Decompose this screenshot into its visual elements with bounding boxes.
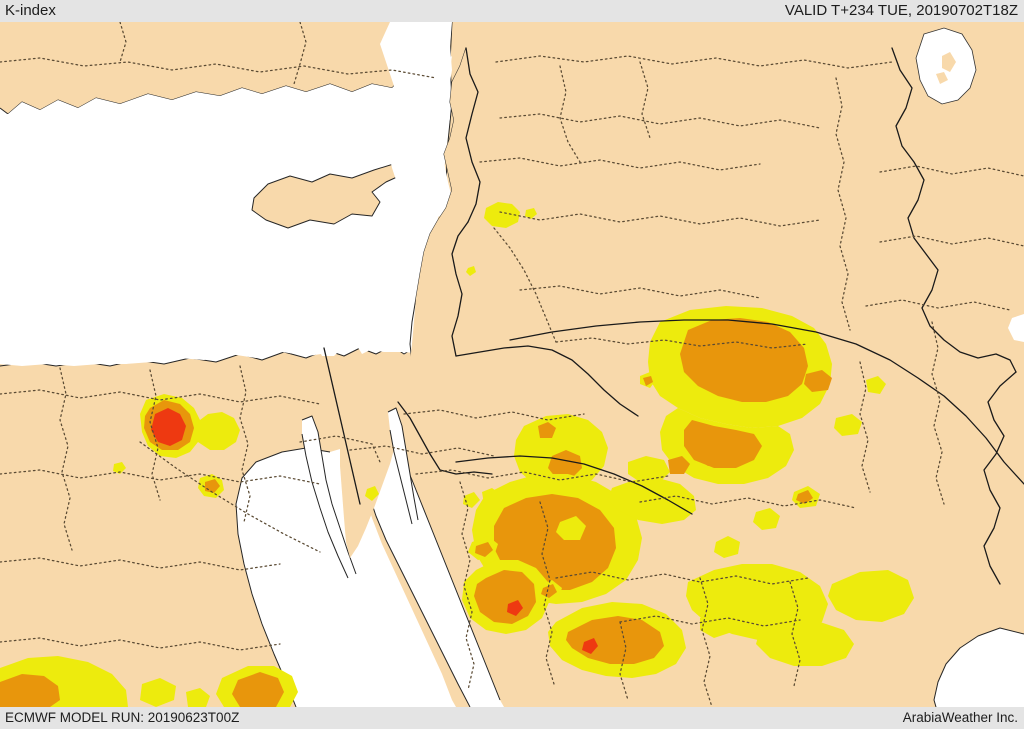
contour-orange-iraq bbox=[680, 318, 808, 402]
contour-red-west-saudi bbox=[507, 600, 523, 616]
border-jordan-saudi-north bbox=[455, 345, 639, 417]
admin-border-group bbox=[0, 22, 1024, 707]
footer-bar: ECMWF MODEL RUN: 20190623T00Z ArabiaWeat… bbox=[0, 707, 1024, 729]
map-canvas[interactable] bbox=[0, 22, 1024, 707]
border-iraq-iran bbox=[891, 47, 1017, 373]
border-iraq-saudi bbox=[509, 319, 1024, 485]
model-run-label: ECMWF MODEL RUN: 20190623T00Z bbox=[5, 710, 240, 725]
header-bar: K-index VALID T+234 TUE, 20190702T18Z bbox=[0, 0, 1024, 22]
border-saudi-jordan-iraq bbox=[455, 455, 693, 515]
contour-yellow-homs bbox=[484, 202, 520, 228]
border-lebanon-syria bbox=[465, 47, 481, 223]
border-sinai-saudi bbox=[397, 401, 493, 475]
contour-red-sw-saudi bbox=[582, 638, 598, 654]
credit-label: ArabiaWeather Inc. bbox=[902, 710, 1018, 725]
contour-yellow-jordan bbox=[514, 414, 608, 490]
contour-red-libya bbox=[151, 408, 186, 446]
border-group bbox=[323, 47, 1024, 585]
border-israel-jordan bbox=[451, 221, 469, 357]
valid-time-label: VALID T+234 TUE, 20190702T18Z bbox=[784, 2, 1018, 19]
page-title: K-index bbox=[5, 2, 56, 19]
border-egypt-sinai bbox=[323, 347, 361, 505]
border-iran-south bbox=[983, 371, 1017, 585]
contour-yellow-gulf bbox=[828, 570, 914, 622]
